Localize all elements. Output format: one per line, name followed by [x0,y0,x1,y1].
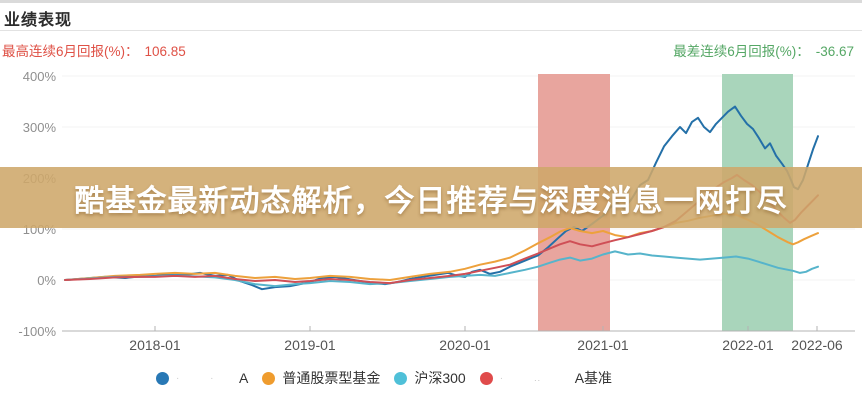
x-tick-label: 2022-06 [791,337,843,353]
legend-label: 普通股票型基金 [282,370,381,386]
page-title: 业绩表现 [4,12,73,29]
top-divider [0,0,862,3]
legend-dot-blue [156,371,169,385]
y-tick-label: 300% [23,120,57,135]
overlay-banner: 酷基金最新动态解析，今日推荐与深度消息一网打尽 [0,167,862,228]
series-line-沪深300 [64,250,819,288]
redacted-text: · ‥ [499,372,555,384]
x-tick-label: 2018-01 [129,337,181,353]
x-tick-label: 2020-01 [439,337,491,353]
x-tick-label: 2019-01 [284,337,336,353]
series-line-A [64,105,819,291]
legend-item-benchmark[interactable]: · ‥ A基准 [479,368,613,388]
legend-dot-red [479,371,493,385]
legend-label: 沪深300 [414,370,466,386]
best-6m-return-stat: 最高连续6月回报(%)： 106.85 [2,40,186,60]
best-6m-return-value: 106.85 [144,44,186,59]
legend-label: A [239,370,249,386]
legend-label: A基准 [574,370,613,386]
worst-6m-return-value: -36.67 [815,44,854,59]
header-divider [0,30,862,31]
legend-item-stock-fund-index[interactable]: 普通股票型基金 [262,368,380,388]
y-tick-label: 0% [37,273,56,288]
legend-item-hs300[interactable]: 沪深300 [394,368,466,388]
x-tick-label: 2022-01 [722,337,774,353]
worst-6m-return-label: 最差连续6月回报(%)： [673,44,810,59]
overlay-banner-text: 酷基金最新动态解析，今日推荐与深度消息一网打尽 [74,184,788,218]
worst-6m-return-stat: 最差连续6月回报(%)： -36.67 [673,40,854,60]
chart-legend: · · A 普通股票型基金 沪深300 · ‥ A基准 [0,362,862,394]
best-6m-return-label: 最高连续6月回报(%)： [2,44,139,59]
legend-dot-orange [262,371,276,385]
legend-dot-teal [394,371,408,385]
legend-item-fund-a[interactable]: · · A [156,370,248,386]
y-tick-label: -100% [18,324,56,339]
redacted-text: · · [176,372,228,384]
y-tick-label: 400% [23,69,57,84]
stats-row: 最高连续6月回报(%)： 106.85 最差连续6月回报(%)： -36.67 [0,38,862,60]
x-tick-label: 2021-01 [577,337,629,353]
